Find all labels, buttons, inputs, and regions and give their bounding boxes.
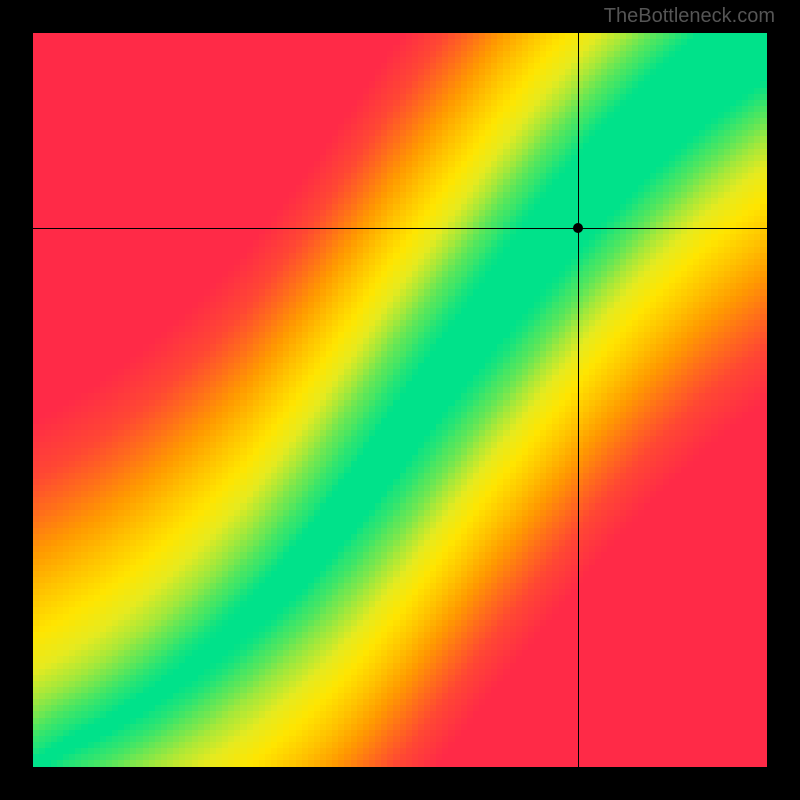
crosshair-horizontal bbox=[33, 228, 767, 229]
chart-container: { "watermark": "TheBottleneck.com", "plo… bbox=[0, 0, 800, 800]
heatmap-canvas bbox=[33, 33, 767, 767]
crosshair-vertical bbox=[578, 33, 579, 767]
heatmap-plot bbox=[33, 33, 767, 767]
watermark-text: TheBottleneck.com bbox=[604, 5, 775, 28]
data-point-marker bbox=[573, 223, 583, 233]
